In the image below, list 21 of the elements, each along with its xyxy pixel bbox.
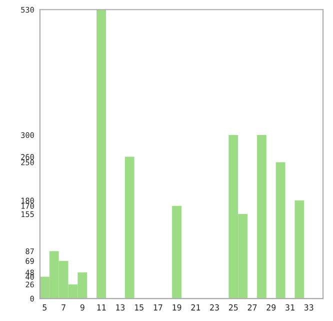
x-tick-label: 17 (154, 304, 162, 310)
x-tick-label: 25 (228, 304, 238, 311)
x-tick-label: 31 (286, 304, 294, 311)
bar (276, 162, 286, 299)
x-tick-label: 11 (97, 304, 106, 310)
bar (294, 200, 304, 299)
x-tick-label: 15 (135, 304, 144, 311)
bar (124, 156, 134, 299)
bar (96, 10, 106, 299)
x-tick-label: 21 (191, 304, 200, 310)
x-tick-label: 29 (266, 304, 276, 311)
bar (172, 206, 182, 299)
x-tick-label: 23 (210, 304, 219, 311)
x-tick-label: 27 (248, 304, 257, 310)
bar (256, 135, 266, 299)
x-tick-label: 13 (116, 304, 125, 311)
x-tick-label: 5 (42, 304, 47, 311)
x-tick-label: 7 (62, 304, 66, 310)
x-tick-label: 9 (80, 304, 84, 311)
x-tick-label: 19 (172, 304, 182, 311)
x-tick-label: 33 (304, 304, 314, 311)
